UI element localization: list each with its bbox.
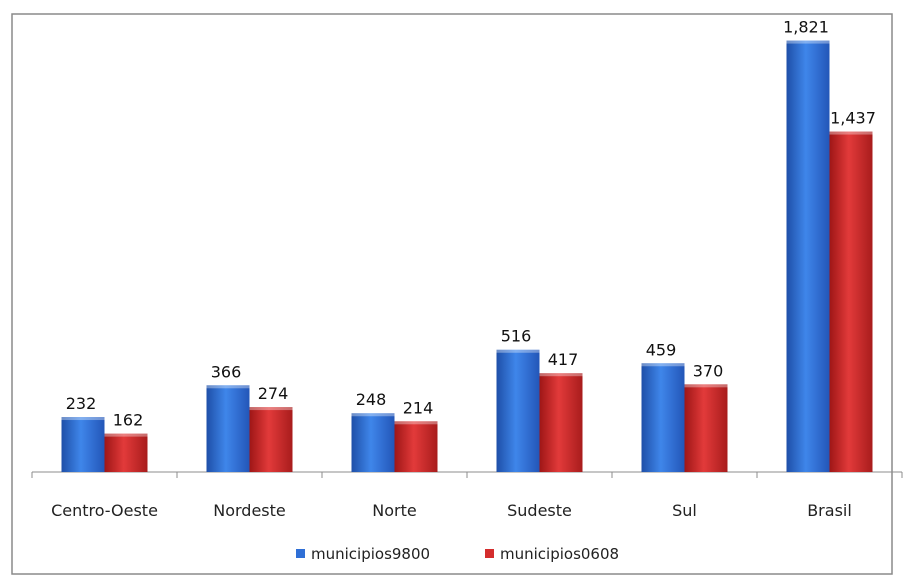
x-axis-ticks	[31, 472, 903, 478]
legend: municipios9800 municipios0608	[296, 545, 619, 563]
legend-swatch-municipios9800	[296, 549, 305, 558]
bar-municipios9800-sudeste	[496, 349, 540, 472]
legend-label-municipios9800: municipios9800	[311, 545, 430, 563]
bar-municipios0608-brasil	[829, 131, 873, 472]
bar-municipios9800-norte	[351, 413, 395, 472]
bar-municipios9800-nordeste	[206, 385, 250, 472]
bar-cap-municipios0608-sudeste	[539, 373, 583, 377]
bar-cap-municipios9800-nordeste	[206, 385, 250, 389]
bar-cap-municipios9800-centro-oeste	[61, 417, 105, 421]
data-label-municipios0608-brasil: 1,437	[830, 109, 876, 128]
data-label-municipios0608-norte: 214	[403, 398, 434, 417]
tick-label-nordeste: Nordeste	[213, 501, 286, 520]
data-label-municipios9800-sul: 459	[646, 340, 677, 359]
tick-label-norte: Norte	[372, 501, 416, 520]
data-label-municipios9800-norte: 248	[356, 390, 387, 409]
tick-label-brasil: Brasil	[807, 501, 852, 520]
bar-municipios9800-brasil	[786, 40, 830, 472]
bar-municipios0608-norte	[394, 421, 438, 472]
bar-cap-municipios0608-sul	[684, 384, 728, 388]
bar-cap-municipios9800-brasil	[786, 40, 830, 44]
bar-cap-municipios9800-norte	[351, 413, 395, 417]
data-label-municipios9800-sudeste: 516	[501, 327, 532, 346]
bar-municipios0608-sul	[684, 384, 728, 472]
bar-cap-municipios0608-brasil	[829, 131, 873, 135]
x-axis-tick-labels: Centro-Oeste Nordeste Norte Sudeste Sul Brasi…	[51, 501, 852, 520]
bar-municipios9800-centro-oeste	[61, 417, 105, 472]
data-labels: 232 162 366 274 248 214 516 417 459 370 1,821 1,437	[66, 18, 876, 430]
legend-swatch-municipios0608	[485, 549, 494, 558]
data-label-municipios0608-centro-oeste: 162	[113, 411, 144, 430]
data-label-municipios9800-brasil: 1,821	[783, 18, 829, 37]
legend-label-municipios0608: municipios0608	[500, 545, 619, 563]
data-label-municipios0608-sul: 370	[693, 361, 724, 380]
bar-municipios0608-nordeste	[249, 407, 293, 472]
chart-border	[11, 13, 893, 575]
bar-cap-municipios0608-centro-oeste	[104, 433, 148, 437]
bar-cap-municipios9800-sudeste	[496, 349, 540, 353]
data-label-municipios0608-nordeste: 274	[258, 384, 289, 403]
tick-label-sul: Sul	[672, 501, 697, 520]
bars	[61, 40, 873, 472]
bar-municipios0608-sudeste	[539, 373, 583, 472]
bar-cap-municipios0608-norte	[394, 421, 438, 425]
data-label-municipios0608-sudeste: 417	[548, 350, 579, 369]
data-label-municipios9800-nordeste: 366	[211, 362, 242, 381]
tick-label-sudeste: Sudeste	[507, 501, 572, 520]
bar-cap-municipios9800-sul	[641, 363, 685, 367]
data-label-municipios9800-centro-oeste: 232	[66, 394, 97, 413]
bar-municipios0608-centro-oeste	[104, 433, 148, 472]
tick-label-centro-oeste: Centro-Oeste	[51, 501, 158, 520]
bar-municipios9800-sul	[641, 363, 685, 472]
bar-cap-municipios0608-nordeste	[249, 407, 293, 411]
